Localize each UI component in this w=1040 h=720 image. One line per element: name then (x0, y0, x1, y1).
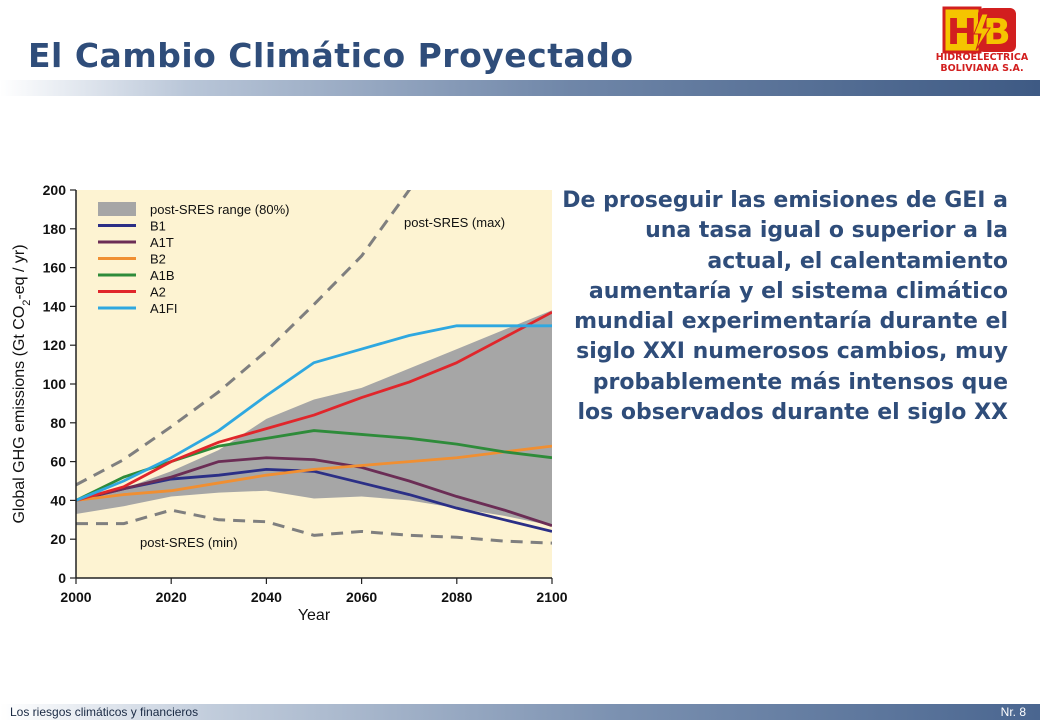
lightning-icon (973, 13, 991, 51)
x-tick-label: 2100 (536, 589, 567, 605)
x-tick-label: 2020 (156, 589, 187, 605)
x-tick-label: 2000 (60, 589, 91, 605)
logo-b-block (978, 8, 1016, 52)
page-title: El Cambio Climático Proyectado (28, 36, 634, 75)
y-tick-label: 40 (50, 492, 66, 508)
y-tick-label: 20 (50, 531, 66, 547)
y-tick-label: 140 (43, 298, 67, 314)
legend-label-a1fi: A1FI (150, 301, 177, 316)
y-tick-label: 100 (43, 376, 67, 392)
y-tick-label: 80 (50, 415, 66, 431)
post-sres-range-band (76, 310, 552, 526)
series-line-post-sres-max (76, 190, 412, 487)
legend-label-a2: A2 (150, 285, 166, 300)
y-tick-label: 160 (43, 260, 67, 276)
band-layer (76, 310, 552, 526)
x-tick-label: 2060 (346, 589, 377, 605)
legend-label-a1t: A1T (150, 235, 174, 250)
legend-label-band: post-SRES range (80%) (150, 202, 289, 217)
x-axis-title: Year (298, 607, 331, 624)
logo-line-2: BOLIVIANA S.A. (940, 63, 1024, 74)
y-tick-label: 200 (43, 182, 67, 198)
legend-label-b1: B1 (150, 219, 166, 234)
logo-h-block (942, 6, 982, 54)
y-tick-label: 180 (43, 221, 67, 237)
series-line-b2 (76, 444, 552, 502)
logo-text: HIDROELECTRICA BOLIVIANA S.A. (934, 52, 1030, 74)
hb-logo-icon: H B (942, 6, 1016, 54)
annotation-post-sres-max: post-SRES (max) (404, 215, 505, 230)
legend-label-a1b: A1B (150, 268, 175, 283)
y-tick-label: 120 (43, 337, 67, 353)
footer-bar (0, 704, 1040, 720)
series-line-a1t (76, 456, 552, 527)
title-divider-bar (0, 80, 1040, 96)
logo-b-letter: B (983, 12, 1010, 53)
y-tick-label: 0 (58, 570, 66, 586)
x-tick-label: 2040 (251, 589, 282, 605)
logo-h-letter: H (947, 12, 977, 53)
slide-body-text: De proseguir las emisiones de GEI a una … (562, 188, 1008, 426)
series-line-a2 (76, 310, 552, 502)
y-tick-label: 60 (50, 454, 66, 470)
legend-swatch-band (98, 202, 136, 216)
annotation-post-sres-min: post-SRES (min) (140, 535, 238, 550)
x-tick-label: 2080 (441, 589, 472, 605)
series-layer (76, 190, 552, 545)
series-line-post-sres-min (76, 508, 552, 545)
footer-label: Los riesgos climáticos y financieros (10, 705, 199, 719)
logo-line-1: HIDROELECTRICA (935, 52, 1029, 63)
page-number: Nr. 8 (1000, 705, 1026, 719)
y-axis-title: Global GHG emissions (Gt CO2-eq / yr) (11, 244, 33, 523)
series-line-a1fi (76, 324, 552, 502)
legend-label-b2: B2 (150, 252, 166, 267)
